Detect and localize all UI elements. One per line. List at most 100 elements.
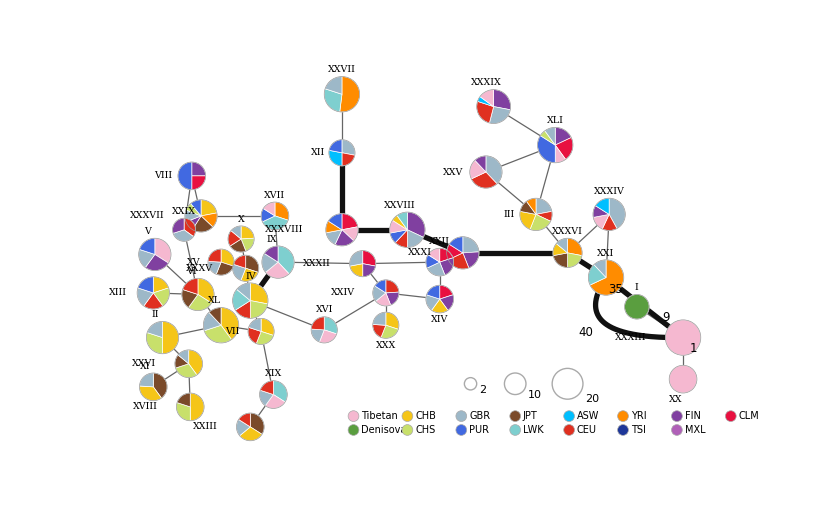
Wedge shape: [363, 251, 375, 266]
Wedge shape: [555, 127, 571, 145]
Wedge shape: [328, 214, 342, 230]
Wedge shape: [427, 285, 440, 299]
Text: XXXIV: XXXIV: [594, 187, 625, 196]
Wedge shape: [449, 253, 469, 269]
Text: XXVIII: XXVIII: [384, 201, 416, 210]
Text: XXXV: XXXV: [186, 264, 213, 273]
Wedge shape: [239, 427, 262, 441]
Wedge shape: [231, 226, 241, 239]
Wedge shape: [139, 238, 155, 254]
Wedge shape: [204, 325, 232, 343]
Text: CLM: CLM: [738, 411, 759, 421]
Wedge shape: [145, 254, 169, 270]
Wedge shape: [175, 355, 189, 368]
Wedge shape: [228, 231, 241, 246]
Wedge shape: [475, 156, 486, 172]
Text: XXV: XXV: [443, 168, 463, 176]
Text: XXXIX: XXXIX: [470, 78, 501, 87]
Wedge shape: [494, 90, 511, 110]
Wedge shape: [490, 107, 510, 123]
Wedge shape: [342, 153, 354, 166]
Text: TSI: TSI: [631, 425, 646, 435]
Wedge shape: [201, 213, 218, 227]
Wedge shape: [590, 260, 624, 295]
Text: CEU: CEU: [577, 425, 596, 435]
Wedge shape: [208, 249, 221, 262]
Wedge shape: [375, 293, 391, 306]
Wedge shape: [209, 308, 221, 325]
Wedge shape: [349, 251, 363, 266]
Wedge shape: [234, 255, 246, 268]
Wedge shape: [609, 198, 625, 229]
Wedge shape: [173, 230, 193, 241]
Wedge shape: [177, 393, 190, 407]
Wedge shape: [407, 230, 423, 248]
Wedge shape: [527, 198, 536, 214]
Wedge shape: [248, 327, 261, 344]
Wedge shape: [262, 216, 288, 230]
Wedge shape: [154, 288, 170, 306]
Wedge shape: [324, 89, 342, 112]
Wedge shape: [185, 210, 201, 222]
Wedge shape: [477, 101, 494, 123]
Wedge shape: [556, 238, 568, 253]
Wedge shape: [139, 373, 154, 387]
Wedge shape: [241, 226, 255, 239]
Text: 20: 20: [585, 394, 600, 404]
Wedge shape: [432, 299, 448, 313]
Wedge shape: [390, 230, 407, 243]
Wedge shape: [154, 277, 169, 293]
Wedge shape: [426, 255, 440, 268]
Text: XXXI: XXXI: [408, 248, 432, 257]
Wedge shape: [392, 216, 407, 230]
Wedge shape: [594, 260, 606, 278]
Wedge shape: [568, 253, 582, 267]
Wedge shape: [250, 301, 268, 318]
Wedge shape: [237, 420, 250, 436]
Wedge shape: [139, 249, 155, 267]
Text: 10: 10: [528, 390, 543, 399]
Wedge shape: [665, 320, 701, 356]
Text: IV: IV: [245, 271, 255, 281]
Text: 40: 40: [579, 327, 594, 340]
Wedge shape: [265, 395, 285, 409]
Wedge shape: [201, 200, 217, 216]
Wedge shape: [139, 386, 161, 401]
Wedge shape: [593, 214, 609, 229]
Wedge shape: [520, 201, 536, 214]
Wedge shape: [375, 280, 386, 293]
Wedge shape: [470, 160, 486, 179]
Wedge shape: [146, 333, 163, 354]
Wedge shape: [241, 238, 255, 251]
Wedge shape: [260, 390, 274, 406]
Text: MXL: MXL: [685, 425, 706, 435]
Text: JPT: JPT: [522, 411, 538, 421]
Wedge shape: [428, 248, 440, 262]
Text: XXXIII: XXXIII: [615, 333, 646, 342]
Wedge shape: [198, 278, 214, 303]
Wedge shape: [192, 176, 206, 190]
Text: CHS: CHS: [415, 425, 435, 435]
Text: XV: XV: [187, 257, 201, 267]
Wedge shape: [326, 230, 342, 245]
Wedge shape: [275, 202, 289, 220]
Wedge shape: [324, 317, 338, 334]
Wedge shape: [428, 262, 445, 276]
Wedge shape: [182, 278, 198, 295]
Wedge shape: [188, 295, 212, 311]
Wedge shape: [363, 264, 375, 277]
Text: II: II: [151, 310, 159, 319]
Text: V: V: [144, 227, 150, 236]
Text: XXI: XXI: [597, 249, 615, 257]
Text: FIN: FIN: [685, 411, 701, 421]
Circle shape: [617, 425, 628, 436]
Wedge shape: [538, 136, 555, 163]
Wedge shape: [181, 289, 198, 308]
Text: YRI: YRI: [631, 411, 646, 421]
Wedge shape: [440, 248, 453, 262]
Wedge shape: [530, 214, 551, 231]
Wedge shape: [221, 308, 239, 340]
Wedge shape: [233, 264, 246, 281]
Wedge shape: [325, 76, 342, 94]
Wedge shape: [536, 198, 552, 214]
